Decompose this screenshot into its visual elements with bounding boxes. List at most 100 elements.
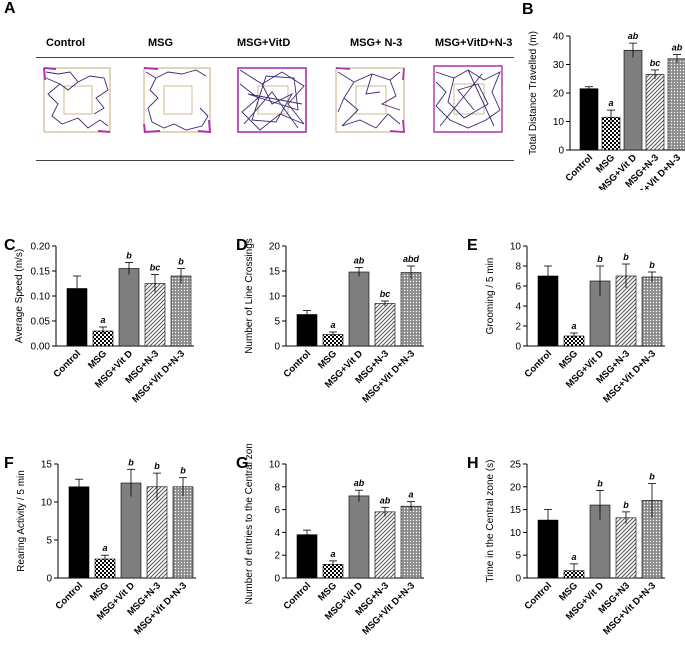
x-tick-label: Control — [281, 348, 313, 380]
x-tick-label: MSG — [557, 580, 580, 603]
track-image-msg-vitd — [237, 67, 307, 133]
x-tick-label: Control — [281, 580, 313, 612]
significance-label: b — [178, 257, 184, 267]
y-tick-label: 0.10 — [31, 292, 51, 303]
bar-msg-vit-d-n-3 — [667, 58, 685, 151]
error-bar — [127, 468, 135, 497]
y-tick-label: 10 — [41, 498, 53, 509]
track-label-msg: MSG — [148, 37, 174, 49]
bar-msg-vit-d — [623, 49, 643, 151]
track-label-msg-vitd-n3: MSG+VitD+N-3 — [435, 37, 513, 49]
significance-label: ab — [354, 478, 365, 488]
y-axis-label: Time in the Central zone (s) — [485, 459, 496, 582]
significance-label: b — [623, 252, 629, 262]
y-axis-label: Number of Line Crossings — [244, 238, 255, 354]
chart-central-time: H Time in the Central zone (s) 0 5 10 15 20 25 C… — [467, 455, 665, 637]
track-image-msg-vitd-n3 — [433, 65, 503, 133]
bar-control — [68, 486, 90, 579]
error-bar — [177, 268, 185, 284]
error-bar — [607, 109, 615, 125]
panel-letter-b: B — [522, 1, 534, 18]
bar-control — [296, 314, 318, 347]
error-bar — [329, 331, 337, 337]
error-bar — [570, 563, 578, 578]
bar-msg-vit-d-n-3 — [172, 486, 194, 579]
y-tick-label: 0 — [515, 574, 521, 585]
y-tick-label: 4 — [274, 528, 280, 539]
y-tick-label: 0.00 — [31, 342, 51, 353]
bar-msg-n-3 — [144, 283, 166, 347]
track-image-msg — [143, 67, 212, 134]
y-tick-label: 10 — [553, 117, 565, 128]
x-tick-label: MSG — [316, 580, 339, 603]
significance-label: bc — [650, 58, 661, 68]
error-bar — [585, 86, 593, 91]
y-axis-label: Average Speed (m/s) — [14, 249, 25, 343]
panel-letter-c: C — [4, 237, 16, 254]
track-image-control — [43, 67, 111, 133]
x-tick-label: Control — [51, 348, 83, 380]
y-tick-label: 2 — [274, 551, 280, 562]
significance-label: a — [608, 98, 613, 108]
significance-label: b — [649, 472, 655, 482]
y-axis-label: Number of entries to the Central zone — [244, 444, 255, 604]
error-bar — [648, 483, 656, 518]
bar-msg-n-3 — [645, 74, 665, 151]
y-tick-label: 15 — [510, 505, 522, 516]
bar-msg-vit-d-n-3 — [400, 505, 422, 579]
error-bar — [329, 560, 337, 568]
bar-msg-vit-d-n-3 — [641, 276, 663, 347]
bar-control — [296, 534, 318, 579]
y-tick-label: 20 — [510, 482, 522, 493]
track-label-msg-n3: MSG+ N-3 — [350, 37, 403, 49]
error-bar — [622, 511, 630, 524]
x-tick-label: MSG — [88, 580, 111, 603]
y-tick-label: 10 — [510, 242, 522, 253]
error-bar — [355, 267, 363, 277]
error-bar — [648, 271, 656, 282]
error-bar — [622, 263, 630, 288]
y-tick-label: 10 — [269, 292, 281, 303]
panel-letter-a: A — [4, 0, 16, 17]
y-tick-label: 30 — [553, 60, 565, 71]
error-bar — [73, 275, 81, 301]
bar-msg-vit-d — [348, 271, 370, 347]
significance-label: ab — [380, 495, 391, 505]
y-tick-label: 15 — [41, 460, 53, 471]
bar-msg-vit-d — [118, 268, 140, 347]
panel-letter-h: H — [467, 455, 479, 472]
significance-label: a — [571, 321, 576, 331]
significance-label: b — [597, 478, 603, 488]
significance-label: b — [623, 500, 629, 510]
track-image-msg-n3 — [335, 67, 405, 133]
significance-label: bc — [380, 289, 391, 299]
error-bar — [570, 332, 578, 339]
bar-msg-vit-d — [348, 495, 370, 579]
y-axis-label: Grooming / 5 min — [485, 258, 496, 335]
significance-label: ab — [672, 43, 683, 53]
significance-label: a — [330, 320, 335, 330]
track-label-msg-vitd: MSG+VitD — [237, 37, 291, 49]
y-tick-label: 25 — [510, 460, 522, 471]
bar-control — [579, 88, 599, 151]
significance-label: b — [126, 251, 132, 261]
x-tick-label: Control — [522, 580, 554, 612]
error-bar — [99, 326, 107, 335]
y-tick-label: 8 — [515, 262, 521, 273]
error-bar — [101, 554, 109, 563]
y-tick-label: 0 — [558, 146, 564, 157]
significance-label: a — [408, 490, 413, 500]
y-tick-label: 6 — [274, 505, 280, 516]
x-tick-label: Control — [563, 152, 595, 184]
error-bar — [544, 509, 552, 531]
y-tick-label: 0.15 — [31, 267, 51, 278]
y-tick-label: 20 — [553, 89, 565, 100]
bar-msg-vit-d-n-3 — [400, 272, 422, 347]
error-bar — [544, 265, 552, 286]
x-tick-label: Control — [522, 348, 554, 380]
y-tick-label: 0 — [515, 342, 521, 353]
